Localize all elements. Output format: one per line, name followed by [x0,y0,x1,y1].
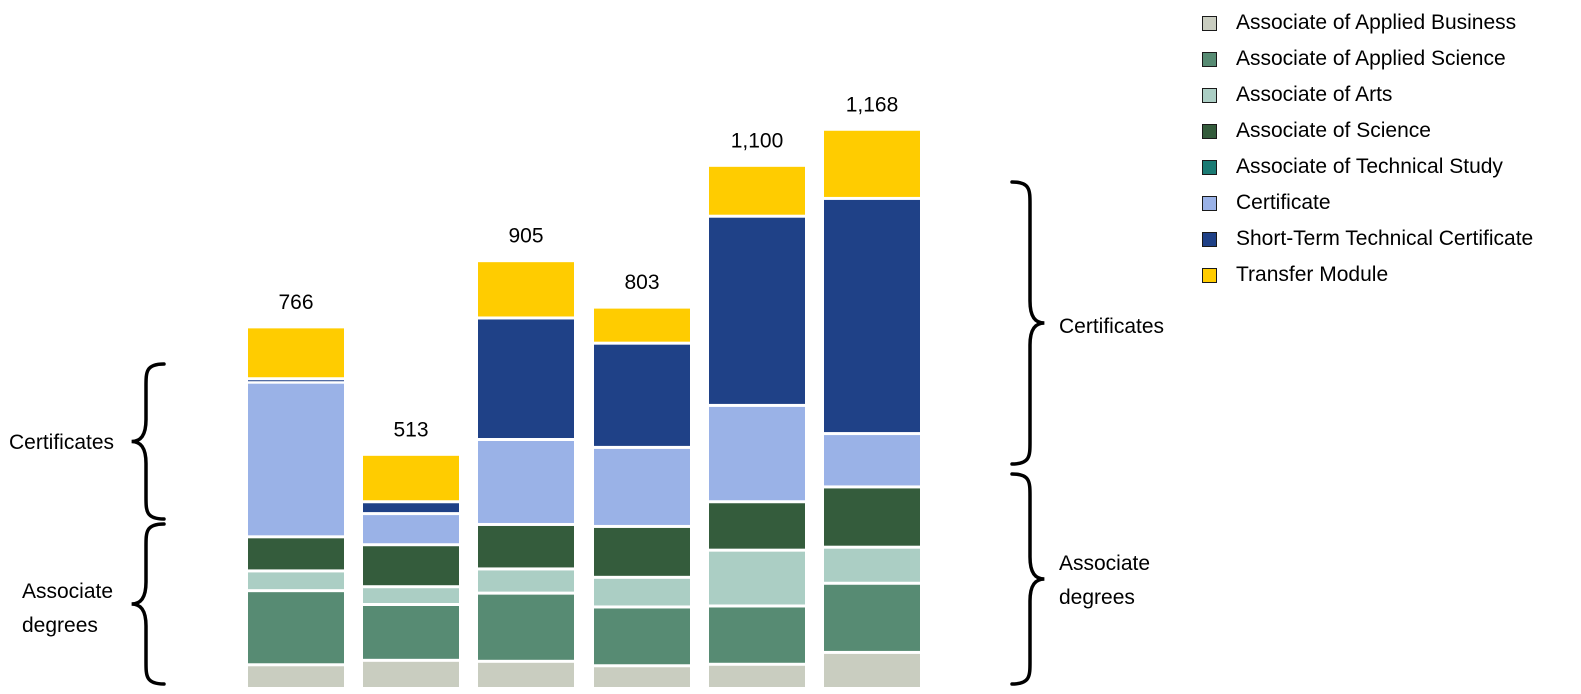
bar-segment [594,578,690,606]
bar-segment [363,515,459,544]
legend-swatch [1202,123,1217,139]
left-associate-degrees-label: Associate degrees [22,575,113,643]
right-associate-degrees-label: Associate degrees [1059,547,1150,615]
bar-segment [248,538,344,570]
legend-label: Associate of Science [1236,119,1431,142]
bar-segment [709,166,805,215]
bar-segment [478,570,574,592]
legend-label: Associate of Applied Business [1236,11,1517,34]
legend-label: Short-Term Technical Certificate [1236,227,1534,250]
bar-segment [594,308,690,342]
bar-segment [248,572,344,590]
bar-segment [594,448,690,525]
legend-item: Associate of Applied Science [1202,41,1533,77]
legend-label: Certificate [1236,191,1331,214]
bar-segment [478,319,574,439]
bar-segment [363,455,459,501]
bar-segment [363,503,459,513]
legend-label: Associate of Technical Study [1236,155,1503,178]
bar-segment [248,666,344,687]
legend-swatch [1202,51,1217,67]
curly-brace [1010,180,1045,466]
bar-segment [363,606,459,659]
legend-swatch [1202,195,1217,211]
right-certificates-label: Certificates [1059,315,1165,338]
bar-segment [363,661,459,687]
bar-segment [248,592,344,664]
left-certificates-label: Certificates [9,431,115,454]
legend-label: Transfer Module [1236,263,1389,286]
bar-segment [824,488,920,546]
legend-swatch [1202,15,1217,31]
curly-brace [131,362,166,521]
legend-item: Associate of Technical Study [1202,149,1533,185]
bar-segment [824,435,920,486]
bar-total-label: 1,100 [731,129,784,152]
bar-segment [594,608,690,665]
left-associate-label-line2: degrees [22,614,98,637]
bar-segment [709,551,805,605]
bar-segment [709,665,805,687]
legend: Associate of Applied Business Associate o… [1202,5,1533,293]
bar-segment [478,525,574,568]
bar-total-label: 803 [624,271,659,294]
bar-segment [478,441,574,523]
bar-segment [594,667,690,687]
legend-label: Associate of Arts [1236,83,1393,106]
bar-total-label: 766 [278,291,313,314]
bar-segment [824,130,920,197]
right-associate-label-line1: Associate [1059,552,1151,575]
bar-segment [594,344,690,446]
bar-segment [594,527,690,576]
legend-swatch [1202,267,1217,283]
legend-item: Short-Term Technical Certificate [1202,221,1533,257]
bar-segment [478,262,574,317]
bar-segment [248,380,344,382]
bar-total-label: 1,168 [846,93,899,116]
left-associate-label-line1: Associate [22,580,114,603]
bar-segment [824,199,920,433]
bar-segment [478,594,574,660]
curly-brace [1010,472,1045,686]
legend-item: Transfer Module [1202,257,1533,293]
bar-segment [248,383,344,536]
bar-segment [824,548,920,582]
bar-segment [824,584,920,651]
legend-swatch [1202,159,1217,175]
curly-brace [131,522,166,686]
bar-total-label: 905 [508,225,543,248]
right-associate-label-line2: degrees [1059,586,1135,609]
bar-segment [363,546,459,586]
bar-segment [824,653,920,687]
legend-swatch [1202,231,1217,247]
bar-total-label: 513 [393,418,428,441]
legend-label: Associate of Applied Science [1236,47,1506,70]
legend-item: Certificate [1202,185,1533,221]
legend-item: Associate of Science [1202,113,1533,149]
bar-segment [709,406,805,501]
bar-segment [248,328,344,378]
bar-segment [709,503,805,549]
bar-segment [709,217,805,404]
legend-swatch [1202,87,1217,103]
legend-item: Associate of Arts [1202,77,1533,113]
bar-segment [709,607,805,663]
bar-segment [363,588,459,604]
bar-segment [478,662,574,687]
legend-item: Associate of Applied Business [1202,5,1533,41]
